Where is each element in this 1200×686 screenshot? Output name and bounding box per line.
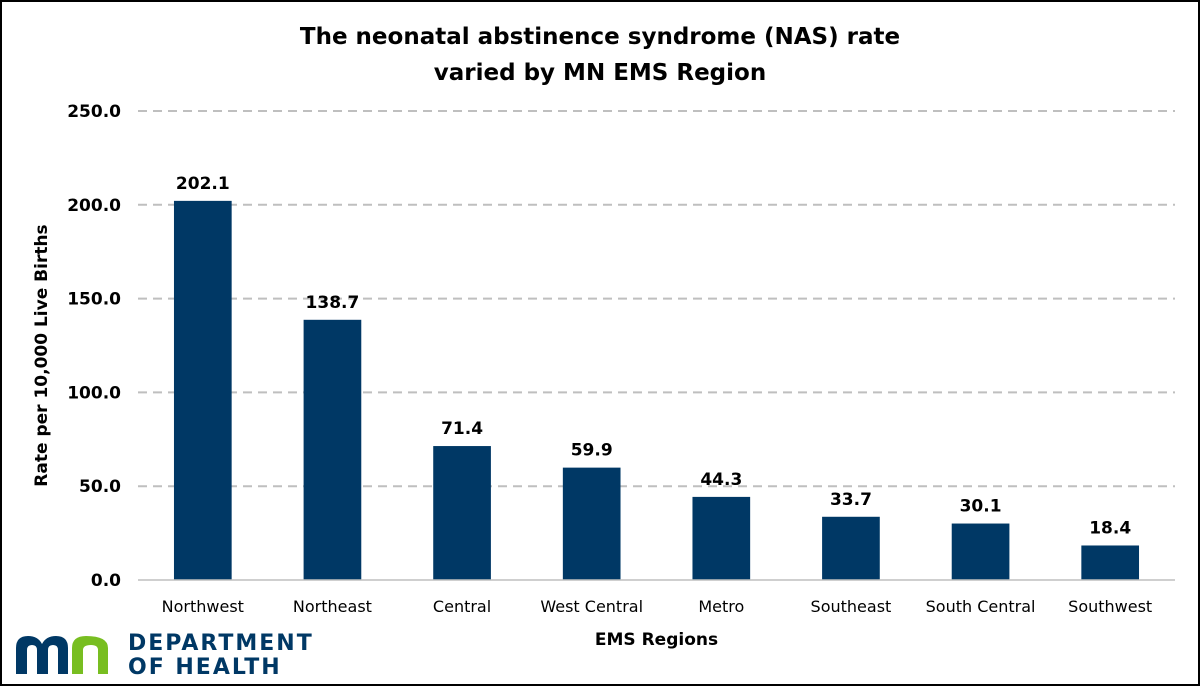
- bar-northwest: [173, 200, 232, 580]
- data-labels: 202.1 138.7 71.4 59.9 44.3 33.7 30.1 18.4: [176, 174, 1131, 539]
- x-category-label: Northeast: [293, 597, 372, 616]
- y-tick-label: 250.0: [67, 102, 121, 122]
- data-label: 33.7: [830, 490, 872, 510]
- logo-m-shape: [16, 636, 68, 674]
- x-category-label: South Central: [926, 597, 1036, 616]
- data-label: 138.7: [306, 293, 360, 313]
- y-tick-label: 150.0: [67, 290, 121, 310]
- y-tick-label: 50.0: [79, 477, 121, 497]
- x-axis-title: EMS Regions: [595, 630, 718, 650]
- y-axis-ticks: 0.0 50.0 100.0 150.0 200.0 250.0: [67, 102, 121, 591]
- data-label: 18.4: [1089, 518, 1131, 538]
- mn-logo-mark: [16, 636, 108, 674]
- gridlines: [138, 110, 1175, 488]
- chart-title-line-2: varied by MN EMS Region: [434, 60, 766, 86]
- x-category-label: Southwest: [1068, 597, 1152, 616]
- x-category-label: Southeast: [811, 597, 892, 616]
- bar-metro: [692, 496, 751, 580]
- bar-south-central: [951, 523, 1010, 580]
- data-label: 202.1: [176, 174, 230, 194]
- y-tick-label: 200.0: [67, 196, 121, 216]
- bar-northeast: [303, 319, 362, 580]
- x-category-label: West Central: [540, 597, 643, 616]
- data-label: 44.3: [700, 470, 742, 490]
- bar-central: [433, 446, 491, 580]
- logo-text-line-2: OF HEALTH: [128, 655, 282, 680]
- logo-text-line-1: DEPARTMENT: [128, 631, 314, 656]
- bar-west-central: [562, 467, 621, 580]
- chart-title-line-1: The neonatal abstinence syndrome (NAS) r…: [300, 24, 900, 50]
- data-label: 30.1: [960, 497, 1002, 517]
- x-category-label: Central: [433, 597, 491, 616]
- data-label: 59.9: [571, 441, 613, 461]
- bars: [173, 200, 1140, 580]
- logo-n-shape: [72, 636, 108, 674]
- logo-text: DEPARTMENT OF HEALTH: [128, 632, 314, 680]
- y-tick-label: 100.0: [67, 383, 121, 403]
- chart-title: The neonatal abstinence syndrome (NAS) r…: [300, 24, 900, 86]
- bar-southwest: [1081, 545, 1140, 580]
- x-axis-categories: Northwest Northeast Central West Central Met…: [162, 597, 1153, 616]
- y-axis-title: Rate per 10,000 Live Births: [32, 224, 52, 486]
- x-category-label: Metro: [698, 597, 744, 616]
- y-tick-label: 0.0: [91, 571, 121, 591]
- bar-southeast: [822, 516, 880, 580]
- mn-department-of-health-logo: [16, 636, 108, 674]
- data-label: 71.4: [441, 419, 483, 439]
- x-category-label: Northwest: [162, 597, 244, 616]
